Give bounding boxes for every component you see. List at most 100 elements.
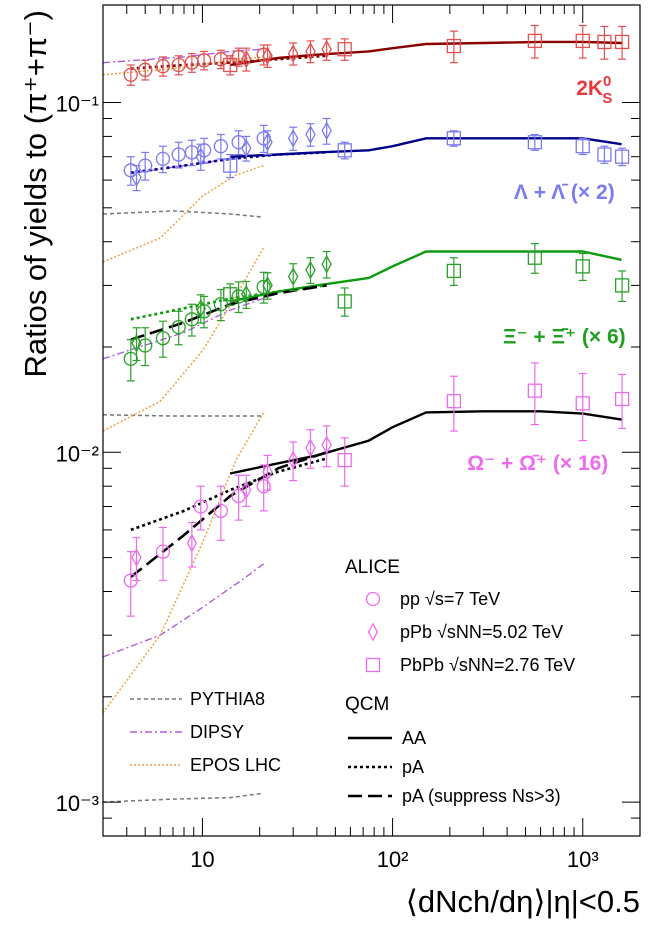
omega-pp-point-0 bbox=[123, 551, 138, 617]
xi-PbPb-point-5 bbox=[614, 270, 630, 303]
data-marker bbox=[231, 289, 246, 304]
epos-k0s-curve bbox=[102, 56, 264, 76]
data-marker bbox=[231, 49, 246, 65]
xi-PbPb-point-4 bbox=[575, 252, 590, 282]
x-tick-label: 10² bbox=[377, 847, 409, 872]
omega-PbPb-point-4 bbox=[614, 373, 630, 430]
alice-legend-label: PbPb √sNN=2.76 TeV bbox=[400, 655, 575, 675]
data-marker bbox=[223, 158, 238, 173]
data-marker bbox=[527, 250, 543, 265]
k0s-PbPb-point-5 bbox=[597, 25, 612, 60]
series-labels: 2K0 S Λ + Λ̄ (× 2) Ξ⁻ + Ξ̄⁺ (× 6) Ω⁻ + Ω̄⁺ (… bbox=[467, 73, 625, 475]
plot-frame bbox=[102, 4, 641, 837]
lambda-PbPb-point-0 bbox=[223, 153, 238, 179]
omega-pp-point-4 bbox=[231, 474, 246, 521]
lambda-pp-point-4 bbox=[184, 139, 200, 167]
k0s-pp-point-5 bbox=[196, 50, 212, 71]
lambda-pp-point-6 bbox=[213, 133, 229, 160]
data-marker bbox=[575, 259, 590, 274]
x-axis-label: ⟨dNch/dη⟩|η|<0.5 bbox=[406, 884, 640, 919]
xi-label: Ξ⁻ + Ξ̄⁺ (× 6) bbox=[503, 325, 626, 348]
k0s-pp-point-4 bbox=[184, 52, 200, 73]
data-marker bbox=[256, 279, 271, 295]
epos-omega-curve bbox=[102, 412, 265, 714]
data-marker bbox=[597, 147, 612, 162]
legend-marker-diamond bbox=[367, 622, 379, 642]
qcm-legend-title: QCM bbox=[345, 694, 389, 715]
qcm-pa-omega-curve bbox=[130, 457, 327, 532]
data-marker bbox=[131, 548, 142, 567]
data-marker bbox=[446, 394, 462, 409]
data-marker bbox=[287, 450, 299, 470]
data-marker bbox=[186, 533, 198, 553]
xi-pPb-point-6 bbox=[321, 250, 332, 279]
data-marker bbox=[262, 46, 273, 66]
epos-xi-curve bbox=[102, 247, 265, 432]
xi-PbPb-point-0 bbox=[223, 283, 238, 307]
lambda-PbPb-point-2 bbox=[446, 130, 462, 147]
data-marker bbox=[305, 260, 316, 280]
k0s-pp-point-0 bbox=[123, 64, 138, 86]
data-marker bbox=[321, 39, 332, 59]
data-marker bbox=[575, 396, 590, 411]
lambda-label: Λ + Λ̄ (× 2) bbox=[514, 181, 615, 204]
data-marker bbox=[527, 135, 543, 150]
xi-pPb-point-1 bbox=[195, 294, 207, 324]
data-marker bbox=[123, 351, 138, 366]
data-marker bbox=[193, 499, 208, 514]
data-marker bbox=[138, 62, 153, 77]
legend-marker-circle bbox=[365, 591, 381, 607]
legend-marker-square bbox=[365, 657, 381, 673]
data-marker bbox=[287, 267, 299, 286]
data-marker bbox=[256, 47, 271, 62]
data-marker bbox=[241, 138, 252, 158]
data-marker bbox=[262, 132, 273, 152]
data-marker bbox=[138, 338, 153, 353]
k0s-PbPb-point-6 bbox=[614, 25, 630, 60]
k0s-pp-point-6 bbox=[213, 49, 229, 70]
xi-pPb-point-2 bbox=[241, 280, 252, 309]
omega-pPb-point-2 bbox=[241, 474, 252, 508]
lambda-PbPb-point-4 bbox=[575, 137, 590, 156]
data-marker bbox=[195, 298, 207, 318]
data-marker bbox=[155, 59, 171, 74]
data-marker bbox=[213, 503, 229, 519]
data-marker bbox=[131, 168, 142, 187]
omega-PbPb-point-0 bbox=[337, 437, 352, 487]
data-marker bbox=[305, 438, 316, 458]
data-marker bbox=[614, 34, 630, 50]
data-marker bbox=[213, 52, 229, 67]
omega-pPb-point-3 bbox=[262, 454, 273, 491]
lambda-PbPb-point-1 bbox=[337, 141, 352, 160]
data-marker bbox=[597, 34, 612, 50]
y-tick-label: 10⁻² bbox=[56, 441, 99, 466]
model-curves bbox=[102, 40, 622, 803]
y-tick-label: 10⁻³ bbox=[56, 791, 99, 816]
omega-pPb-point-0 bbox=[131, 537, 142, 582]
dipsy-xi-curve bbox=[102, 292, 279, 360]
data-marker bbox=[241, 480, 252, 500]
lambda-pPb-point-3 bbox=[262, 130, 273, 156]
k0s-PbPb-point-4 bbox=[575, 24, 590, 59]
data-marker bbox=[213, 297, 229, 312]
data-marker bbox=[321, 435, 332, 455]
model-legend-label: PYTHIA8 bbox=[190, 689, 265, 709]
xi-PbPb-point-1 bbox=[337, 287, 352, 317]
alice-legend-label: pp √s=7 TeV bbox=[400, 589, 500, 609]
data-marker bbox=[527, 383, 543, 398]
k0s-PbPb-point-3 bbox=[527, 24, 543, 59]
data-marker bbox=[196, 53, 212, 68]
omega-pPb-point-5 bbox=[305, 429, 316, 469]
data-marker bbox=[256, 479, 271, 494]
data-marker bbox=[155, 151, 171, 167]
data-marker bbox=[241, 284, 252, 304]
alice-legend-label: pPb √sNN=5.02 TeV bbox=[400, 622, 563, 642]
qcm-pa-lambda-curve bbox=[130, 151, 327, 174]
data-marker bbox=[337, 452, 352, 468]
k0s-PbPb-point-0 bbox=[223, 55, 238, 76]
xi-pp-point-6 bbox=[213, 288, 229, 322]
xi-pp-point-1 bbox=[138, 327, 153, 367]
data-marker bbox=[321, 254, 332, 274]
